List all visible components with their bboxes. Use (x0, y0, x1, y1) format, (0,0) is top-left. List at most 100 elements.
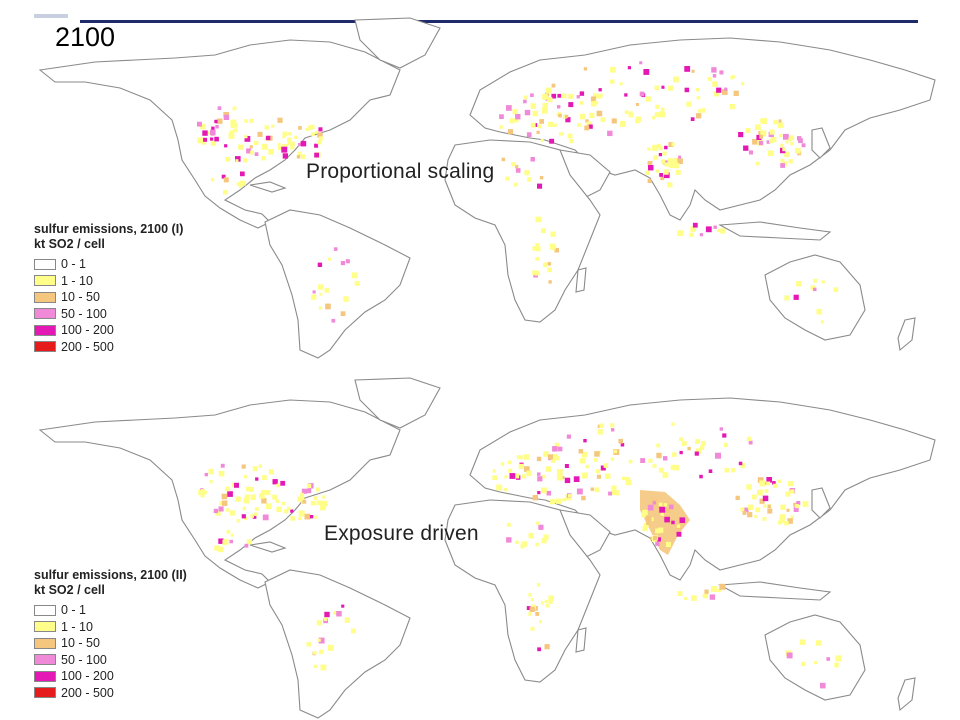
emission-cell (492, 475, 498, 481)
emission-cell (659, 111, 666, 118)
emission-cell (271, 124, 275, 128)
emission-cell (579, 113, 586, 120)
emission-cell (509, 473, 516, 479)
emission-cell (748, 440, 753, 445)
emission-cell (314, 152, 319, 158)
emission-cell (760, 130, 767, 137)
emission-cell (648, 458, 653, 463)
emission-cell (673, 464, 679, 471)
legend-swatch (34, 341, 56, 353)
emission-cell (675, 169, 681, 175)
emission-cell (221, 174, 226, 179)
emission-cell (306, 488, 312, 494)
emission-cell (667, 158, 673, 163)
emission-cell (262, 514, 269, 521)
legend-item: 1 - 10 (34, 619, 187, 636)
emission-cell (221, 500, 228, 506)
emission-cell (628, 112, 634, 118)
emission-cell (218, 546, 224, 553)
emission-cell (751, 494, 757, 500)
emission-cell (542, 107, 548, 114)
emission-cell (663, 456, 668, 461)
africa-outline (444, 139, 601, 323)
emission-cell (534, 270, 540, 276)
emission-cell (541, 487, 547, 494)
emission-cell (530, 93, 534, 97)
emission-cell (600, 117, 606, 122)
emission-cell (317, 638, 321, 642)
emission-cell (210, 129, 216, 136)
emission-cell (720, 228, 726, 234)
emission-cell (673, 162, 680, 169)
emission-cell (656, 443, 661, 448)
emission-cell (665, 541, 671, 547)
emission-cell (246, 486, 250, 491)
emission-cell (743, 145, 749, 151)
emission-cell (787, 481, 794, 487)
emission-cell (331, 318, 336, 323)
emission-cell (504, 475, 508, 479)
emission-cell (654, 85, 659, 90)
emission-cell (724, 467, 730, 473)
emission-cell (214, 136, 219, 142)
emission-cell (766, 477, 772, 483)
emission-cell (515, 114, 521, 120)
emission-cell (514, 473, 520, 479)
emission-cell (625, 477, 631, 482)
emission-cell (619, 82, 623, 86)
emission-cell (530, 157, 535, 162)
emission-cell (677, 591, 683, 596)
emission-cell (537, 124, 542, 129)
emission-cell (535, 612, 540, 616)
emission-cell (217, 118, 223, 124)
emission-cell (714, 91, 720, 97)
emission-cell (244, 494, 250, 499)
emission-cell (665, 508, 671, 514)
emission-cell (277, 145, 283, 151)
emission-cell (553, 123, 557, 127)
emission-cell (319, 504, 326, 511)
emission-cell (635, 103, 639, 106)
emission-cell (711, 67, 717, 73)
emission-cell (658, 146, 663, 151)
emission-cell (756, 134, 762, 140)
emission-cell (652, 144, 658, 150)
emission-cell (784, 521, 789, 526)
emission-cell (311, 294, 317, 300)
emission-cell (653, 535, 658, 541)
emission-cell (746, 484, 752, 490)
emission-cell (351, 272, 358, 279)
emission-cell (210, 140, 216, 146)
emission-cell (660, 159, 666, 164)
emission-cell (786, 652, 793, 659)
emission-cell (802, 501, 809, 507)
emission-cell (225, 508, 230, 512)
legend-swatch (34, 604, 56, 616)
year-title: 2100 (55, 22, 116, 52)
emission-cell (640, 458, 646, 463)
greenland-outline (354, 377, 441, 429)
emission-cell (564, 477, 571, 484)
emission-cell (213, 508, 218, 514)
emission-cell (643, 522, 649, 528)
emission-cell (324, 611, 330, 618)
emission-cell (514, 164, 519, 169)
emission-cell (796, 501, 801, 506)
emission-cell (208, 468, 214, 475)
emission-cell (717, 588, 721, 593)
emission-cell (318, 637, 325, 644)
emission-cell (542, 474, 546, 479)
madagascar-outline (575, 627, 587, 653)
legend-range-label: 200 - 500 (61, 685, 114, 700)
emission-cell (215, 125, 219, 129)
emission-cell (512, 109, 518, 115)
emission-cell (225, 486, 230, 492)
emission-cell (763, 504, 767, 508)
emission-cell (663, 172, 670, 179)
emission-cell (537, 183, 543, 189)
emission-cell (719, 70, 724, 75)
emission-cell (581, 451, 588, 458)
emission-cell (298, 510, 305, 517)
emission-cell (691, 69, 695, 73)
legend-range-label: 10 - 50 (61, 290, 100, 305)
